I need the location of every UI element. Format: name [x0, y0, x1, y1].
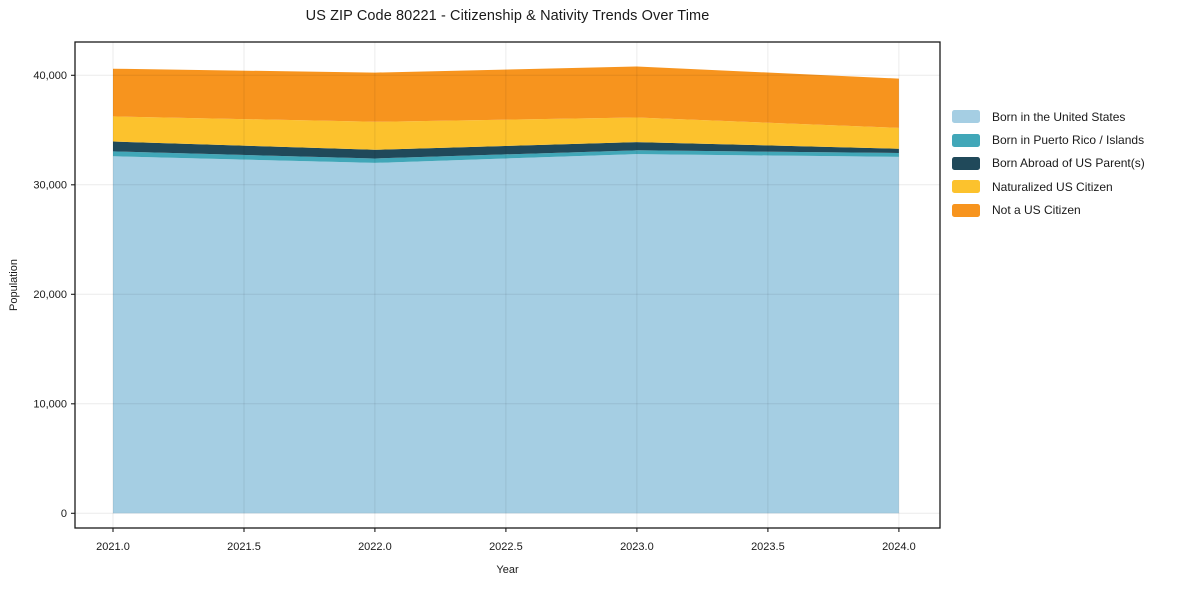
legend-label: Naturalized US Citizen — [992, 179, 1113, 194]
legend-item: Born in the United States — [952, 105, 1145, 128]
y-tick-label: 30,000 — [33, 180, 67, 192]
x-tick-label: 2021.5 — [227, 541, 261, 553]
x-tick-label: 2023.0 — [620, 541, 654, 553]
y-tick-label: 0 — [61, 508, 67, 520]
legend-label: Not a US Citizen — [992, 203, 1081, 218]
y-tick-label: 20,000 — [33, 289, 67, 301]
chart-title: US ZIP Code 80221 - Citizenship & Nativi… — [305, 8, 710, 24]
plot-frame — [74, 41, 941, 529]
x-axis-label: Year — [496, 564, 519, 576]
legend-swatch-not-citizen — [952, 203, 980, 217]
area-series-3 — [113, 116, 899, 150]
legend-label: Born in Puerto Rico / Islands — [992, 133, 1145, 148]
legend-swatch-born-abroad — [952, 156, 980, 170]
x-tick-label: 2022.0 — [358, 541, 392, 553]
area-series-1 — [113, 150, 899, 163]
legend-swatch-born-in-us — [952, 110, 980, 124]
y-axis-label: Population — [8, 259, 20, 311]
legend-label: Born Abroad of US Parent(s) — [992, 156, 1145, 171]
area-series-2 — [113, 141, 899, 159]
legend-item: Born in Puerto Rico / Islands — [952, 128, 1145, 151]
legend-swatch-puerto-rico — [952, 133, 980, 147]
legend-item: Not a US Citizen — [952, 199, 1145, 222]
x-tick-label: 2023.5 — [751, 541, 785, 553]
x-tick-label: 2021.0 — [96, 541, 130, 553]
y-tick-label: 10,000 — [33, 399, 67, 411]
area-series-0 — [113, 154, 899, 514]
legend-swatch-naturalized — [952, 180, 980, 194]
y-tick-label: 40,000 — [33, 70, 67, 82]
area-series-4 — [113, 66, 899, 128]
legend: Born in the United States Born in Puerto… — [952, 105, 1145, 222]
legend-label: Born in the United States — [992, 109, 1126, 124]
x-tick-label: 2022.5 — [489, 541, 523, 553]
legend-item: Naturalized US Citizen — [952, 175, 1145, 198]
x-tick-label: 2024.0 — [882, 541, 916, 553]
legend-item: Born Abroad of US Parent(s) — [952, 152, 1145, 175]
